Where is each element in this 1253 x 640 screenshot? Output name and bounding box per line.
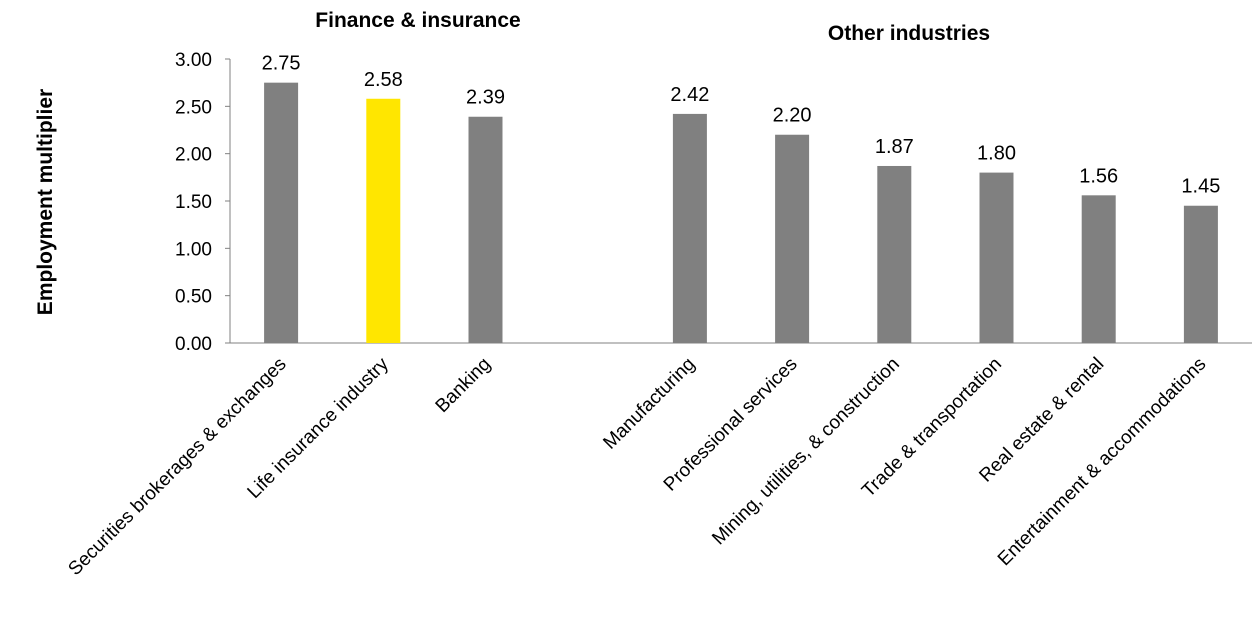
data-labels: 2.75 2.58 2.39 2.42 2.20 1.87 1.80 1.56 1.45 — [262, 53, 1221, 198]
bar — [469, 117, 503, 343]
y-tick-label: 1.50 — [175, 192, 212, 213]
category-label: Mining, utilities, & construction — [708, 354, 904, 550]
bar — [264, 83, 298, 343]
data-label: 2.39 — [466, 87, 505, 109]
group-title-other: Other industries — [828, 22, 990, 45]
category-label: Entertainment & accommodations — [994, 354, 1210, 570]
group-title-finance: Finance & insurance — [315, 9, 520, 32]
category-label: Securities brokerages & exchanges — [64, 354, 290, 580]
y-tick-label: 0.00 — [175, 334, 212, 355]
data-label: 2.75 — [262, 53, 301, 75]
bar — [673, 114, 707, 343]
bar — [366, 99, 400, 343]
bar — [877, 166, 911, 343]
data-label: 1.80 — [977, 143, 1016, 165]
category-label: Manufacturing — [599, 354, 699, 454]
y-axis-title: Employment multiplier — [34, 89, 57, 315]
bar — [775, 135, 809, 343]
bar — [980, 173, 1014, 343]
y-tick-label: 2.50 — [175, 97, 212, 118]
y-ticks: 0.00 0.50 1.00 1.50 2.00 2.50 3.00 — [175, 50, 230, 355]
data-label: 1.45 — [1181, 176, 1220, 198]
y-tick-label: 2.00 — [175, 145, 212, 166]
data-label: 2.58 — [364, 69, 403, 91]
bar — [1082, 195, 1116, 343]
category-label: Banking — [432, 354, 495, 417]
data-label: 1.56 — [1079, 165, 1118, 187]
data-label: 2.20 — [773, 105, 812, 127]
data-label: 2.42 — [670, 84, 709, 106]
data-label: 1.87 — [875, 136, 914, 158]
y-tick-label: 0.50 — [175, 287, 212, 308]
y-tick-label: 1.00 — [175, 239, 212, 260]
bars — [264, 83, 1218, 343]
y-tick-label: 3.00 — [175, 50, 212, 71]
bar — [1184, 206, 1218, 343]
